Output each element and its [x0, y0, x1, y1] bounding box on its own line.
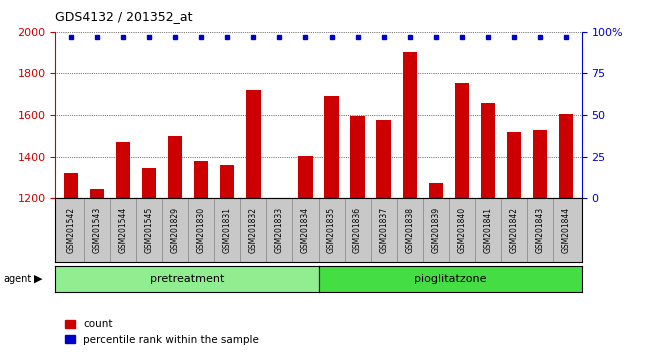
Legend: count, percentile rank within the sample: count, percentile rank within the sample	[60, 315, 263, 349]
Text: GSM201834: GSM201834	[301, 207, 310, 253]
Text: GSM201841: GSM201841	[484, 207, 493, 253]
Text: pioglitatzone: pioglitatzone	[414, 274, 486, 284]
Text: GSM201543: GSM201543	[92, 207, 101, 253]
Bar	[168, 136, 182, 198]
Bar	[455, 83, 469, 198]
Bar	[116, 142, 130, 198]
Text: GSM201831: GSM201831	[223, 207, 232, 253]
Bar	[324, 96, 339, 198]
Text: GSM201836: GSM201836	[353, 207, 362, 253]
Bar	[90, 189, 104, 198]
Bar	[194, 161, 209, 198]
Text: GSM201842: GSM201842	[510, 207, 519, 253]
Text: GSM201829: GSM201829	[171, 207, 179, 253]
Text: GSM201843: GSM201843	[536, 207, 545, 253]
Bar	[142, 168, 156, 198]
Bar	[220, 165, 235, 198]
Bar	[402, 52, 417, 198]
Text: GSM201844: GSM201844	[562, 207, 571, 253]
Text: GDS4132 / 201352_at: GDS4132 / 201352_at	[55, 10, 193, 23]
Bar	[298, 156, 313, 198]
Text: GSM201840: GSM201840	[458, 207, 466, 253]
Bar	[350, 116, 365, 198]
Text: GSM201837: GSM201837	[379, 207, 388, 253]
Bar	[533, 130, 547, 198]
Text: agent: agent	[3, 274, 31, 284]
Text: ▶: ▶	[34, 274, 42, 284]
Bar	[428, 183, 443, 198]
Text: GSM201830: GSM201830	[197, 207, 205, 253]
Bar	[64, 173, 78, 198]
Bar	[559, 114, 573, 198]
Bar	[481, 103, 495, 198]
Text: GSM201832: GSM201832	[249, 207, 258, 253]
Text: GSM201544: GSM201544	[118, 207, 127, 253]
Bar	[246, 90, 261, 198]
Text: GSM201838: GSM201838	[405, 207, 414, 253]
Text: GSM201542: GSM201542	[66, 207, 75, 253]
Text: GSM201835: GSM201835	[327, 207, 336, 253]
Text: GSM201839: GSM201839	[432, 207, 440, 253]
Text: GSM201833: GSM201833	[275, 207, 284, 253]
Bar	[376, 120, 391, 198]
Bar	[507, 132, 521, 198]
Text: GSM201545: GSM201545	[144, 207, 153, 253]
Text: pretreatment: pretreatment	[150, 274, 224, 284]
